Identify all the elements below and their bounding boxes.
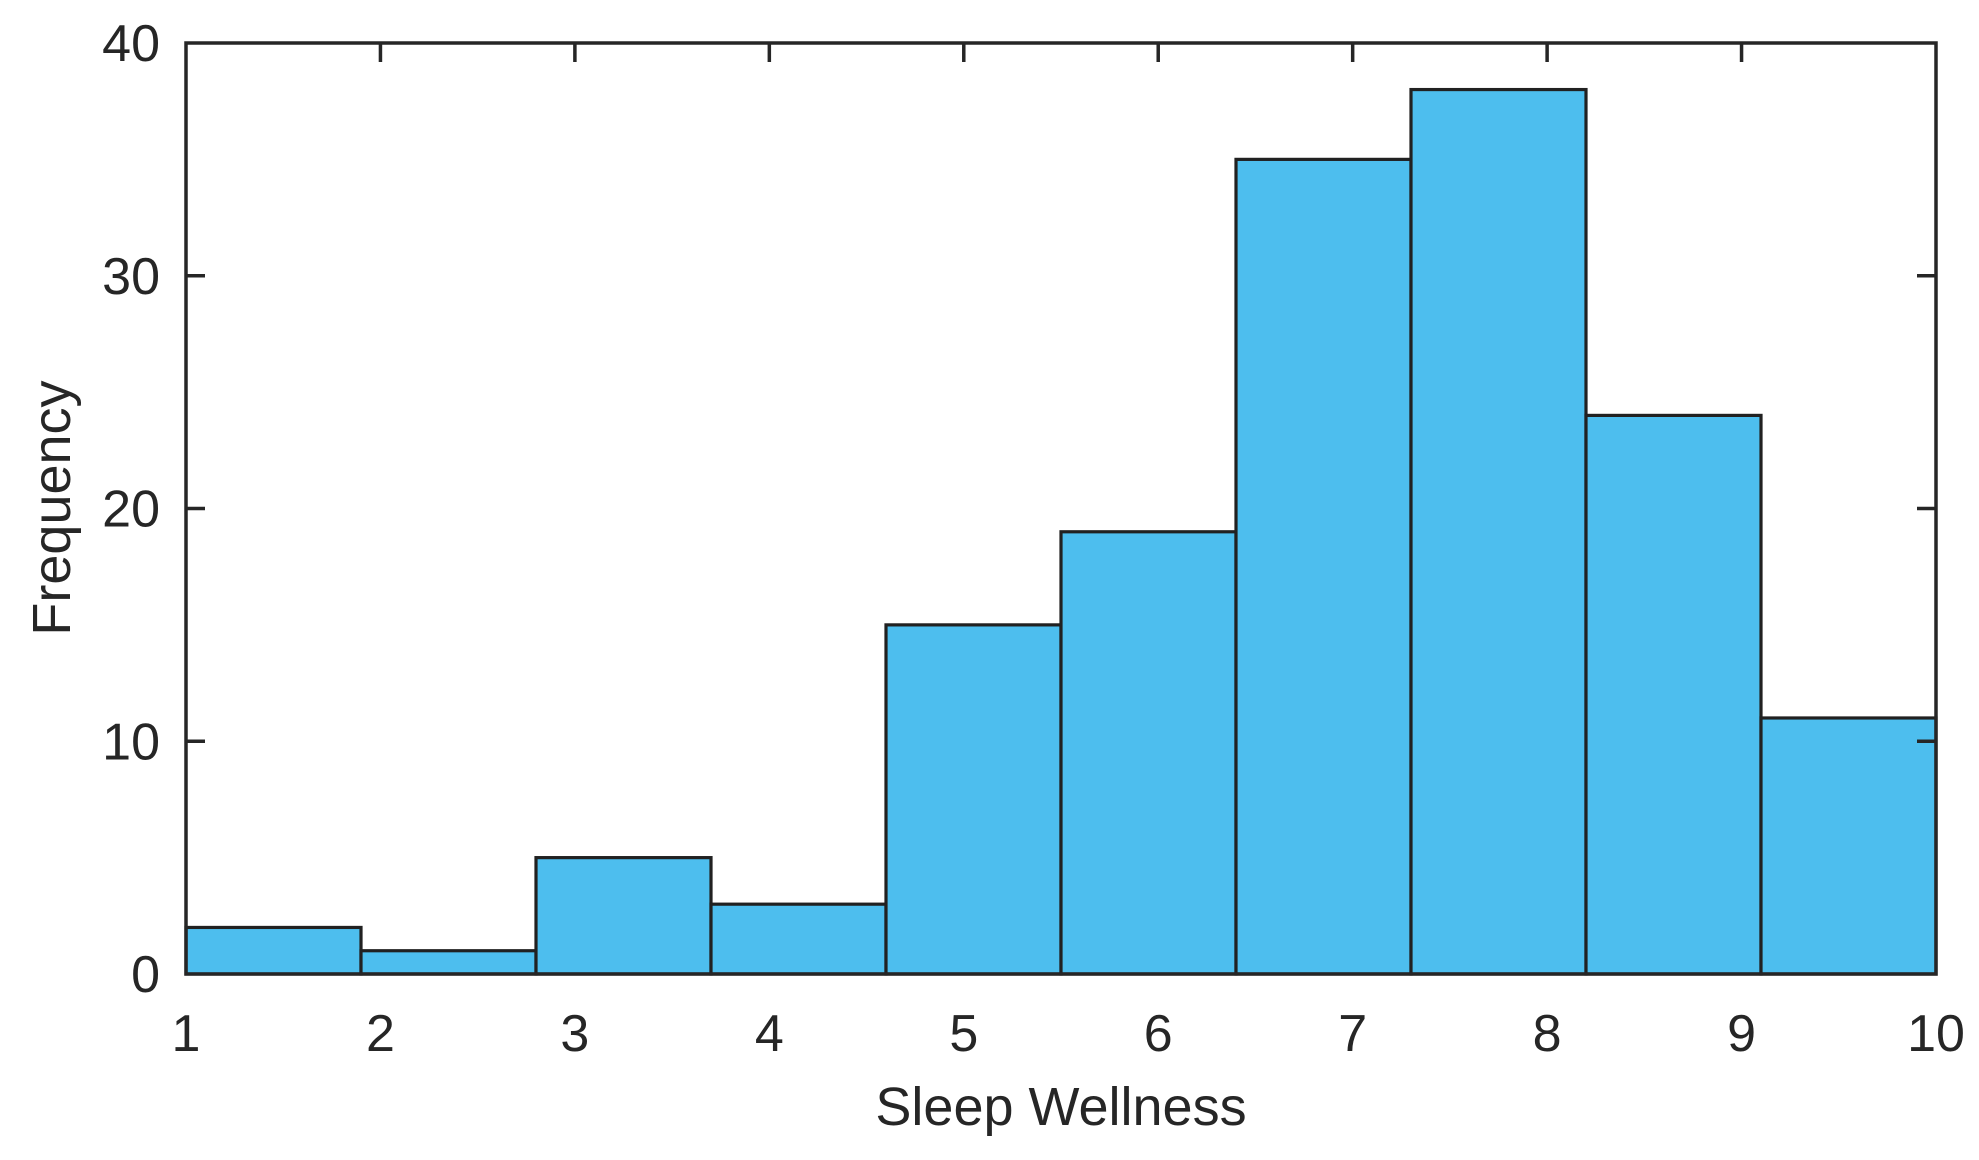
histogram-bar [359,949,538,976]
histogram-bar [1409,87,1588,976]
histogram-bar [1059,530,1238,976]
y-tick-label: 20 [102,481,160,539]
x-tick-label: 7 [1338,1005,1367,1063]
histogram-bar [1759,716,1938,976]
y-tick-label: 10 [102,713,160,771]
x-tick-label: 8 [1533,1005,1562,1063]
histogram-bar [1234,157,1413,976]
y-tick-label: 40 [102,15,160,73]
x-tick-label: 1 [172,1005,201,1063]
histogram-bar [184,925,363,976]
x-tick-label: 3 [560,1005,589,1063]
histogram-bar [884,623,1063,976]
histogram-bar [534,856,713,976]
x-tick-label: 10 [1907,1005,1965,1063]
x-tick-label: 9 [1727,1005,1756,1063]
x-tick-label: 5 [949,1005,978,1063]
x-tick-label: 4 [755,1005,784,1063]
histogram-bar [1584,413,1763,976]
x-axis-label: Sleep Wellness [875,1077,1247,1137]
y-tick-label: 30 [102,248,160,306]
y-axis-label: Frequency [22,380,82,636]
x-tick-label: 2 [366,1005,395,1063]
histogram-bar [709,902,888,976]
y-tick-label: 0 [131,946,160,1004]
x-tick-label: 6 [1144,1005,1173,1063]
